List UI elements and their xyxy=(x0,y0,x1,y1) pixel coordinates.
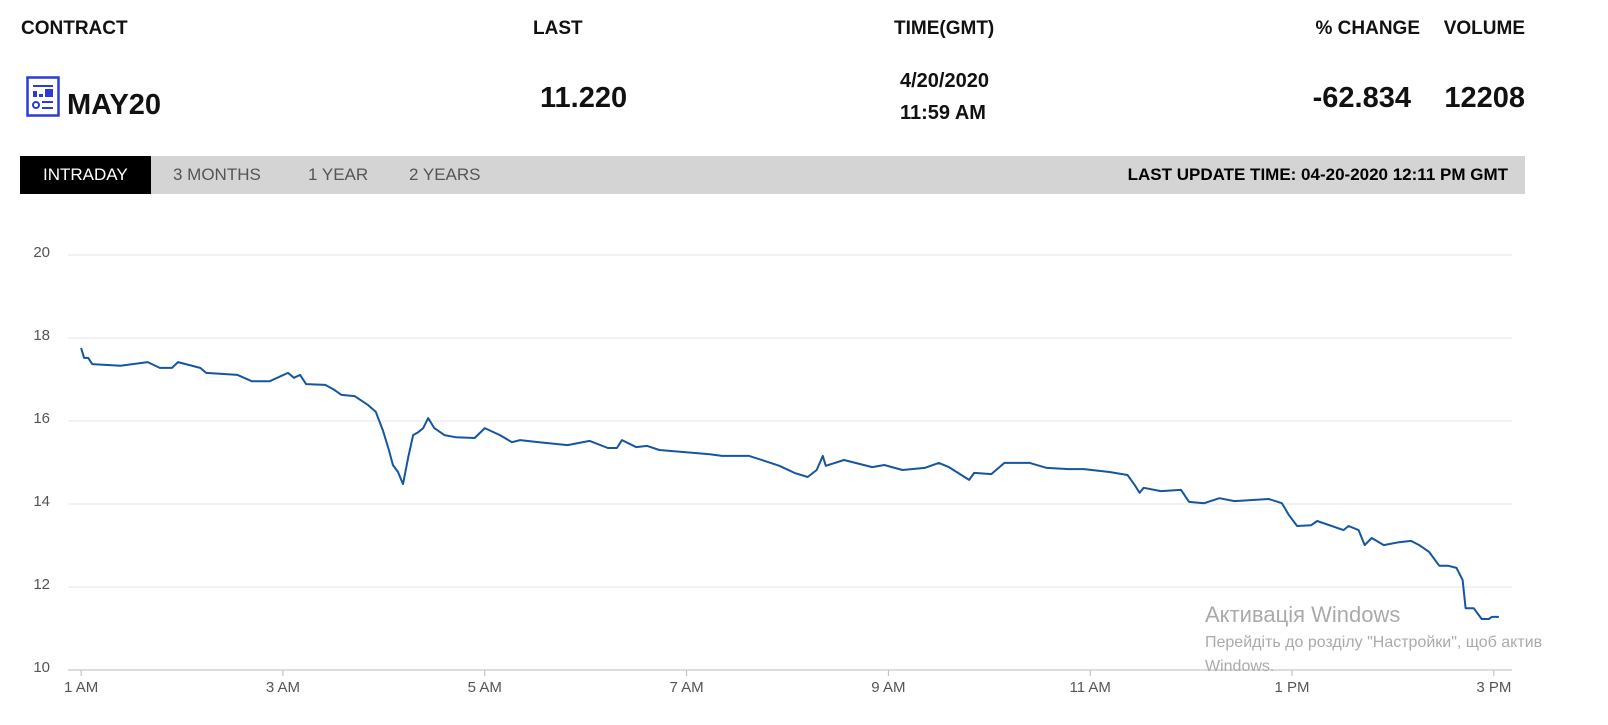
column-header: LAST xyxy=(533,18,583,39)
x-tick-label: 3 AM xyxy=(266,679,300,696)
contract: MAY20 xyxy=(67,89,162,121)
percent-change: -62.834 xyxy=(1312,82,1411,114)
x-tick-label: 3 PM xyxy=(1476,679,1511,696)
tab-bar: INTRADAY 3 MONTHS 1 YEAR 2 YEARS LAST UP… xyxy=(20,156,1525,194)
x-tick-label: 9 AM xyxy=(871,679,905,696)
y-tick-label: 16 xyxy=(33,410,50,427)
watermark-text: Windows. xyxy=(1205,658,1275,675)
y-tick-label: 12 xyxy=(33,576,50,593)
tab[interactable]: 1 YEAR xyxy=(308,165,369,184)
tab[interactable]: 3 MONTHS xyxy=(173,165,261,184)
date: 4/20/2020 xyxy=(900,70,989,92)
watermark-text: Перейдіть до розділу "Настройки", щоб ак… xyxy=(1205,634,1543,651)
x-tick-label: 11 AM xyxy=(1069,679,1110,696)
watermark-title: Активація Windows xyxy=(1205,602,1401,627)
price-line xyxy=(80,347,1499,620)
column-header: % CHANGE xyxy=(1315,18,1420,39)
y-tick-label: 10 xyxy=(33,659,50,676)
y-tick-label: 14 xyxy=(33,493,50,510)
column-header: TIME(GMT) xyxy=(894,18,995,39)
time: 11:59 AM xyxy=(900,102,986,124)
last-update: LAST UPDATE TIME: 04-20-2020 12:11 PM GM… xyxy=(1127,165,1508,184)
volume: 12208 xyxy=(1444,82,1525,114)
tab[interactable]: INTRADAY xyxy=(20,156,151,194)
column-header: CONTRACT xyxy=(21,18,128,39)
y-tick-label: 18 xyxy=(33,327,50,344)
x-tick-label: 1 AM xyxy=(64,679,98,696)
x-tick-label: 1 PM xyxy=(1275,679,1310,696)
tab[interactable]: 2 YEARS xyxy=(409,165,481,184)
last-price: 11.220 xyxy=(540,82,628,114)
y-tick-label: 20 xyxy=(33,244,50,261)
column-header: VOLUME xyxy=(1443,18,1525,39)
x-tick-label: 7 AM xyxy=(669,679,703,696)
x-tick-label: 5 AM xyxy=(468,679,502,696)
contract-icon xyxy=(26,76,60,117)
